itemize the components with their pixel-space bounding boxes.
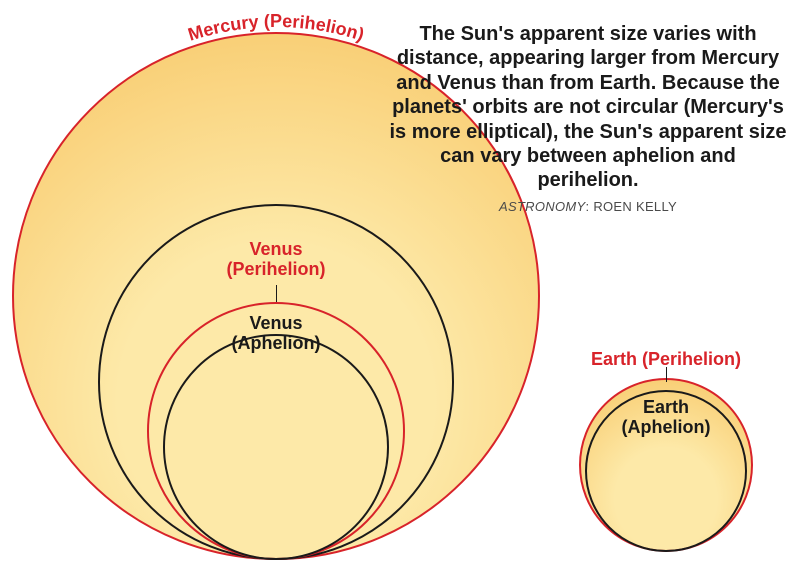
tick-venus-perihelion	[276, 285, 278, 302]
label-venus-aphelion: Venus (Aphelion)	[126, 314, 426, 354]
credit-line: ASTRONOMY: ROEN KELLY	[388, 199, 788, 214]
diagram-stage: Mercury (Perihelion) Mercury (Aphelion) …	[0, 0, 800, 582]
label-earth-aphelion: Earth (Aphelion)	[516, 398, 800, 438]
label-venus-perihelion: Venus (Perihelion)	[126, 240, 426, 280]
description-text: The Sun's apparent size varies with dist…	[388, 22, 788, 214]
label-earth-perihelion: Earth (Perihelion)	[516, 350, 800, 370]
circle-venus-aphelion	[163, 334, 389, 560]
